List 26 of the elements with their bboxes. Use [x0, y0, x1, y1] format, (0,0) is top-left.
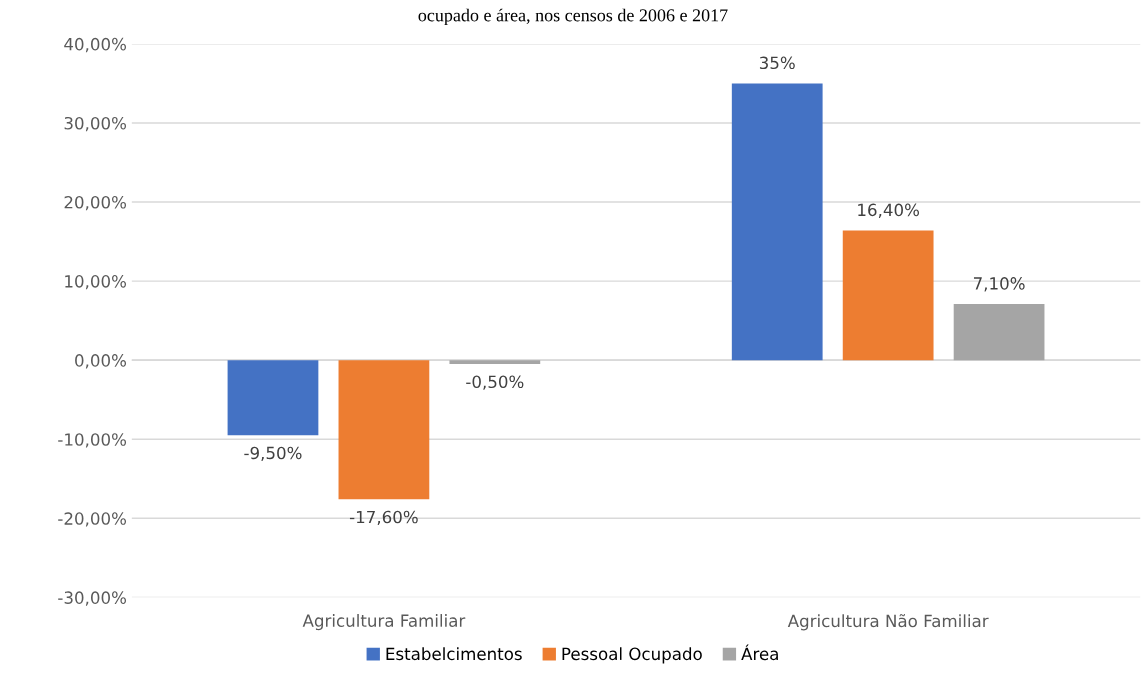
legend-label: Área	[741, 644, 778, 661]
y-tick-label: 20,00%	[64, 195, 127, 211]
bar	[953, 304, 1045, 361]
y-tick-label: 30,00%	[64, 116, 127, 132]
data-label: -0,50%	[466, 375, 524, 390]
legend-label: Estabelcimentos	[386, 647, 522, 661]
data-label: 16,40%	[858, 203, 920, 218]
x-tick-label: Agricultura Familiar	[302, 614, 466, 631]
bar	[731, 83, 823, 361]
data-label: 35%	[759, 56, 795, 70]
bar	[227, 360, 319, 436]
y-tick-label: 40,00%	[64, 37, 127, 53]
y-tick-label: 10,00%	[65, 275, 127, 290]
y-tick-label: -20,00%	[58, 512, 127, 527]
bar	[449, 360, 541, 365]
legend-label: Pessoal Ocupado	[562, 647, 702, 664]
y-tick-label: -10,00%	[58, 433, 127, 448]
data-label: 7,10%	[973, 277, 1025, 292]
y-tick-label: 0,00%	[75, 354, 127, 369]
bar	[338, 360, 430, 500]
bar	[842, 230, 934, 361]
data-label: -17,60%	[349, 510, 418, 525]
y-tick-label: -30,00%	[58, 591, 127, 606]
chart-title: ocupado e área, nos censos de 2006 e 2017	[418, 8, 728, 26]
x-tick-label: Agricultura Não Familiar	[787, 614, 989, 631]
data-label: -9,50%	[244, 446, 302, 461]
